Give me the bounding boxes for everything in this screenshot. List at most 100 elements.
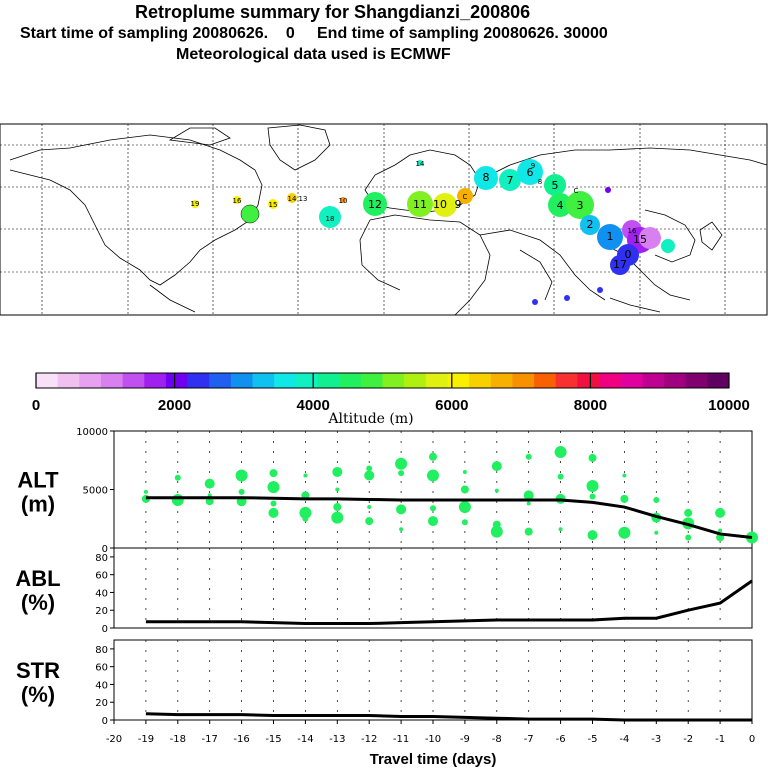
scatter-point <box>715 507 726 518</box>
colorbar-swatch <box>620 373 643 388</box>
colorbar-swatch <box>707 373 730 388</box>
colorbar-swatch <box>100 373 123 388</box>
panel-unit-abl: (%) <box>21 590 55 615</box>
scatter-point <box>335 487 340 492</box>
map-day-label: 16 <box>628 227 637 235</box>
scatter-point <box>558 527 563 532</box>
colorbar-swatch <box>512 373 535 388</box>
scatter-point <box>684 508 693 517</box>
series-line-str <box>145 712 752 722</box>
scatter-point <box>554 446 567 459</box>
map-day-label: 13 <box>299 195 308 203</box>
scatter-point <box>429 452 437 461</box>
scatter-point <box>587 530 598 541</box>
x-tick-label: -3 <box>651 734 661 745</box>
colorbar-swatch <box>317 373 340 388</box>
scatter-point <box>490 525 503 538</box>
y-tick-label: 0 <box>102 624 108 635</box>
scatter-point <box>267 481 280 494</box>
scatter-point <box>395 457 408 470</box>
scatter-point <box>205 497 214 506</box>
colorbar-swatch <box>382 373 405 388</box>
x-tick-label: -10 <box>425 734 441 745</box>
scatter-point <box>396 504 407 515</box>
scatter-point <box>523 490 534 501</box>
scatter-point <box>458 501 471 514</box>
colorbar-tick-label: 6000 <box>435 397 468 414</box>
scatter-point <box>494 488 499 493</box>
sampling-time-line: Start time of sampling 20080626. 0 End t… <box>20 25 608 42</box>
scatter-point <box>620 494 629 503</box>
panel-unit-str: (%) <box>21 682 55 707</box>
scatter-point <box>685 534 692 541</box>
panel-label-abl: ABL <box>15 566 60 591</box>
scatter-point <box>524 527 533 536</box>
colorbar-swatch <box>425 373 448 388</box>
map-day-label: 14 <box>288 195 297 203</box>
colorbar-swatch <box>274 373 297 388</box>
scatter-point <box>171 494 184 507</box>
scatter-point <box>365 517 374 526</box>
x-tick-label: -14 <box>297 734 313 745</box>
x-tick-label: -5 <box>588 734 598 745</box>
colorbar-swatch <box>187 373 210 388</box>
map-day-label: 15 <box>269 201 278 209</box>
colorbar-tick-label: 0 <box>32 397 40 414</box>
map-day-label: 10 <box>339 197 348 205</box>
map-day-label: 9 <box>455 198 462 211</box>
map-day-label: 18 <box>326 215 335 223</box>
x-tick-label: -12 <box>361 734 377 745</box>
y-tick-label: 5000 <box>83 486 108 497</box>
y-tick-label: 0 <box>102 544 108 555</box>
colorbar-swatch <box>469 373 492 388</box>
scatter-point <box>653 497 660 504</box>
y-tick-label: 60 <box>95 663 108 674</box>
panel-frame-alt <box>113 430 753 549</box>
scatter-point <box>430 505 436 512</box>
map-day-label: 11 <box>413 198 427 211</box>
scatter-point <box>461 519 468 526</box>
scatter-point <box>333 503 342 512</box>
colorbar-swatch <box>209 373 232 388</box>
map-day-label: 2 <box>587 218 594 231</box>
x-tick-label: -17 <box>202 734 218 745</box>
x-axis-label: Travel time (days) <box>370 751 497 768</box>
colorbar-tick-label: 4000 <box>297 397 330 414</box>
scatter-point <box>238 488 245 495</box>
x-tick-label: -20 <box>106 734 122 745</box>
map-day-label: 15 <box>633 233 647 246</box>
panel-label-alt: ALT <box>17 468 59 493</box>
map-day-label: 12 <box>368 198 382 211</box>
colorbar-axis-label: Altitude (m) <box>327 411 413 427</box>
map-day-label: 10 <box>433 198 447 211</box>
scatter-point <box>270 500 277 507</box>
panel-label-str: STR <box>16 658 60 683</box>
scatter-point <box>654 530 659 535</box>
map-day-label: 19 <box>191 200 200 208</box>
map-day-label: 16 <box>233 197 242 205</box>
y-tick-label: 10000 <box>76 427 108 438</box>
x-tick-label: -16 <box>233 734 249 745</box>
series-line-abl <box>145 579 753 626</box>
met-data-line: Meteorological data used is ECMWF <box>176 46 451 63</box>
x-tick-label: -7 <box>524 734 534 745</box>
colorbar-swatch <box>555 373 578 388</box>
map-day-label: 17 <box>613 258 627 271</box>
colorbar-swatch <box>230 373 253 388</box>
colorbar-swatch <box>642 373 665 388</box>
map-day-label: C <box>463 193 468 201</box>
x-tick-label: -18 <box>170 734 186 745</box>
colorbar-swatch <box>360 373 383 388</box>
scatter-point <box>460 485 469 494</box>
series-line-alt <box>145 496 753 539</box>
y-tick-label: 40 <box>95 680 108 691</box>
x-tick-label: -19 <box>138 734 154 745</box>
scatter-point <box>399 527 404 532</box>
colorbar-tick-label: 2000 <box>158 397 191 414</box>
scatter-point <box>618 526 631 539</box>
x-tick-label: -8 <box>492 734 502 745</box>
scatter-point <box>331 511 344 524</box>
map-day-label: 9 <box>531 162 535 170</box>
scatter-point <box>526 501 531 506</box>
